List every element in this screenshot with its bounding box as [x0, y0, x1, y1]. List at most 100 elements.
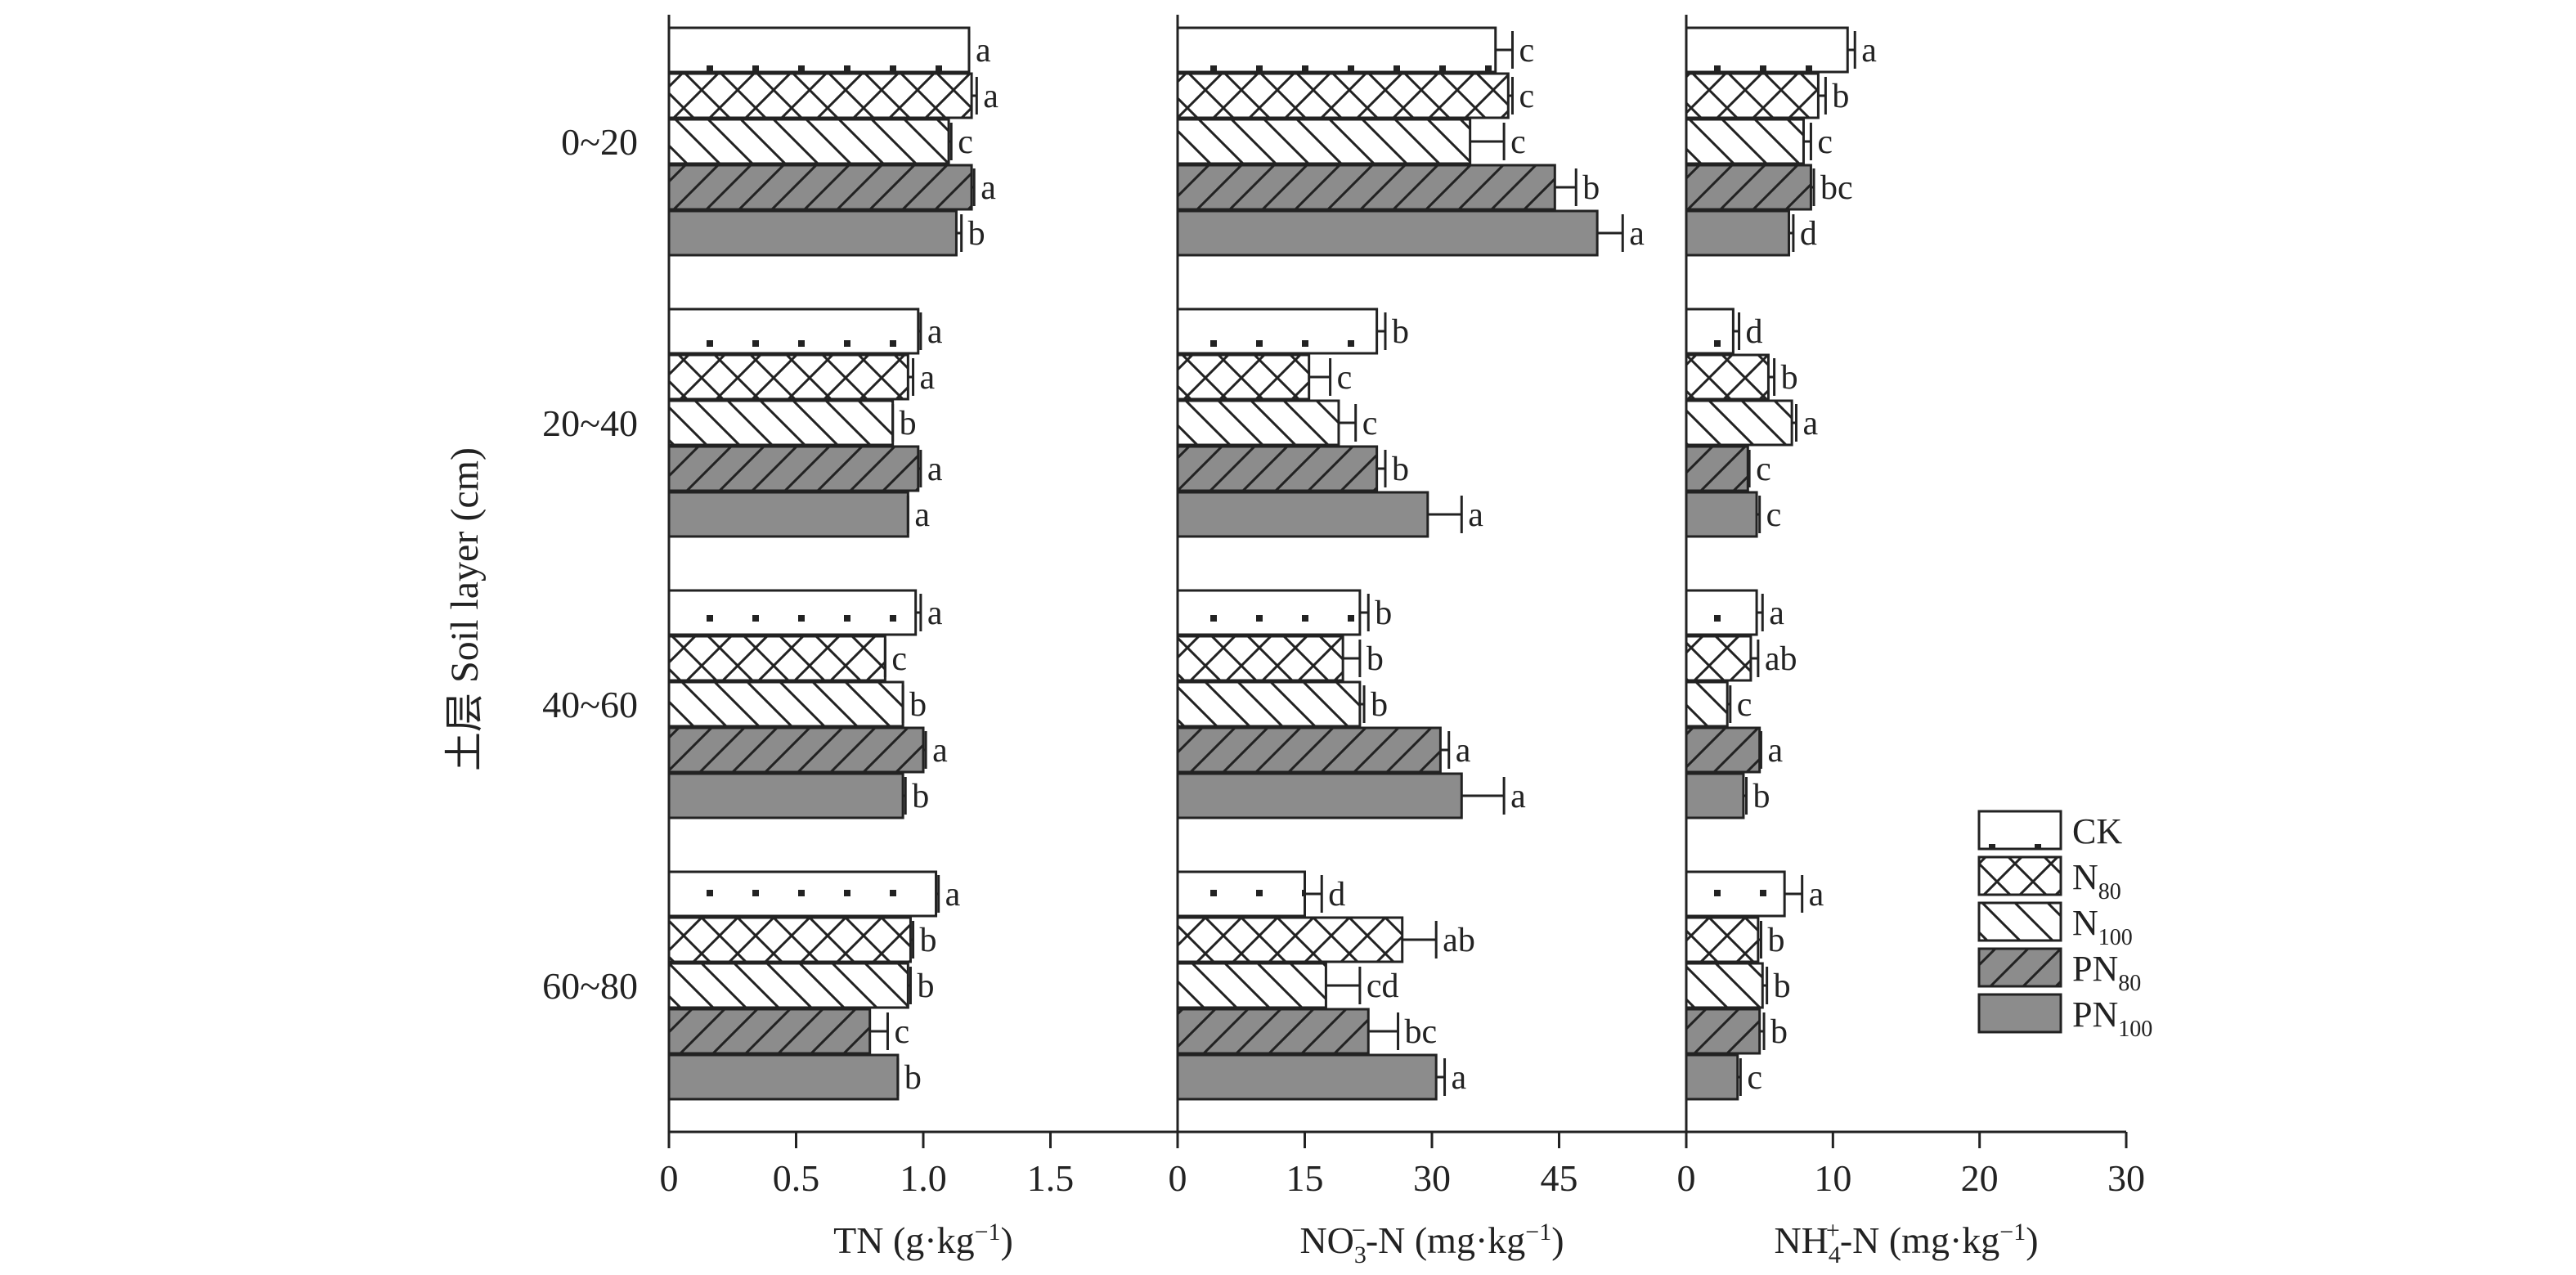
significance-letter: d	[1800, 215, 1817, 253]
bar-0-2-2	[667, 680, 904, 728]
significance-letter: a	[1456, 732, 1471, 770]
bar-1-1-2	[1176, 399, 1340, 447]
significance-letter: d	[1328, 876, 1345, 914]
bar-2-3-2	[1685, 962, 1764, 1009]
significance-letter: a	[976, 32, 991, 70]
significance-letter: a	[1510, 778, 1526, 815]
bar-2-2-4	[1685, 772, 1745, 819]
significance-letter: c	[958, 123, 973, 161]
x-tick-label: 30	[2107, 1157, 2145, 1199]
bar-1-2-2	[1176, 680, 1362, 728]
x-tick-label: 0.5	[773, 1157, 820, 1199]
bar-0-1-3	[667, 445, 920, 492]
bar-0-1-0	[667, 308, 920, 355]
significance-letter: a	[1803, 405, 1819, 442]
bar-0-0-3	[667, 164, 973, 211]
significance-letter: c	[1510, 123, 1526, 161]
bar-1-0-3	[1176, 164, 1556, 211]
x-tick-label: 0	[1677, 1157, 1696, 1199]
significance-letter: b	[1392, 451, 1409, 488]
legend-label-2: N100	[2072, 903, 2133, 950]
bar-0-3-3	[667, 1008, 872, 1055]
x-tick-label: 0	[660, 1157, 679, 1199]
bar-1-3-2	[1176, 962, 1327, 1009]
significance-letter: b	[1832, 78, 1849, 115]
layer-label-2: 40~60	[542, 684, 638, 725]
significance-letter: a	[1452, 1059, 1467, 1097]
significance-letter: c	[891, 640, 907, 678]
significance-letter: a	[1767, 732, 1783, 770]
bar-0-0-1	[667, 72, 973, 119]
y-axis-title: 土层 Soil layer (cm)	[443, 447, 487, 771]
x-tick-label: 0	[1169, 1157, 1187, 1199]
bar-2-0-2	[1685, 118, 1805, 165]
y-axis-title-group: 土层 Soil layer (cm)	[443, 447, 487, 771]
significance-letter: c	[1337, 359, 1353, 397]
significance-letter: a	[983, 78, 999, 115]
layer-labels: 0~20 20~40 40~60 60~80	[542, 121, 638, 1007]
bar-0-2-0	[667, 589, 918, 636]
bar-0-2-1	[667, 635, 886, 682]
legend-swatch-2	[1977, 901, 2062, 942]
significance-letter: cd	[1367, 967, 1399, 1005]
significance-letter: a	[927, 595, 943, 632]
layer-label-3: 60~80	[542, 965, 638, 1007]
significance-letter: b	[1367, 640, 1384, 678]
significance-letter: b	[1770, 1013, 1788, 1051]
significance-letter: c	[1519, 32, 1534, 70]
significance-letter: a	[932, 732, 948, 770]
bar-2-2-3	[1685, 726, 1761, 774]
bar-1-2-4	[1176, 772, 1463, 819]
bar-2-1-1	[1685, 353, 1770, 401]
legend-label-1: N80	[2072, 857, 2121, 905]
significance-letter: a	[927, 451, 943, 488]
bar-2-3-3	[1685, 1008, 1761, 1055]
significance-letter: b	[1371, 686, 1388, 724]
significance-letter: ab	[1765, 640, 1797, 678]
bar-2-3-1	[1685, 916, 1760, 963]
bar-0-3-1	[667, 916, 912, 963]
bar-0-2-4	[667, 772, 904, 819]
bar-0-0-2	[667, 118, 950, 165]
bar-1-0-4	[1176, 209, 1599, 257]
significance-letter: c	[1362, 405, 1378, 442]
significance-letter: bc	[1820, 169, 1853, 207]
legend-swatch-1	[1977, 855, 2062, 896]
bar-2-1-2	[1685, 399, 1793, 447]
legend-label-0: CK	[2072, 811, 2122, 851]
bar-1-0-0	[1176, 26, 1497, 74]
significance-letter: b	[1781, 359, 1798, 397]
significance-letter: c	[1817, 123, 1833, 161]
x-tick-label: 1.5	[1027, 1157, 1075, 1199]
bar-1-3-4	[1176, 1053, 1438, 1101]
significance-letter: b	[904, 1059, 922, 1097]
bar-2-0-4	[1685, 209, 1791, 257]
bar-1-0-2	[1176, 118, 1472, 165]
bar-2-3-4	[1685, 1053, 1739, 1101]
significance-letter: b	[1753, 778, 1770, 815]
significance-letter: a	[927, 313, 943, 351]
legend-swatch-4	[1977, 993, 2062, 1034]
bar-2-0-0	[1685, 26, 1849, 74]
legend-label-3: PN80	[2072, 949, 2141, 996]
significance-letter: b	[1582, 169, 1600, 207]
significance-letter: c	[1519, 78, 1534, 115]
x-axis-label: NO3−-N (mg·kg−1)	[1299, 1217, 1564, 1268]
panels: 0 0.5 1.0 1.5TN (g·kg−1)aacabaabaaacbababbc…	[660, 15, 2145, 1268]
significance-letter: a	[981, 169, 996, 207]
legend-label-4: PN100	[2072, 994, 2152, 1042]
bar-2-2-1	[1685, 635, 1752, 682]
bar-1-3-3	[1176, 1008, 1370, 1055]
significance-letter: a	[1809, 876, 1824, 914]
bar-2-1-4	[1685, 491, 1758, 538]
bar-0-2-3	[667, 726, 925, 774]
significance-letter: a	[1769, 595, 1784, 632]
bar-2-1-0	[1685, 308, 1735, 355]
significance-letter: c	[1766, 496, 1782, 534]
significance-letter: a	[1861, 32, 1877, 70]
legend-swatch-3	[1977, 947, 2062, 988]
